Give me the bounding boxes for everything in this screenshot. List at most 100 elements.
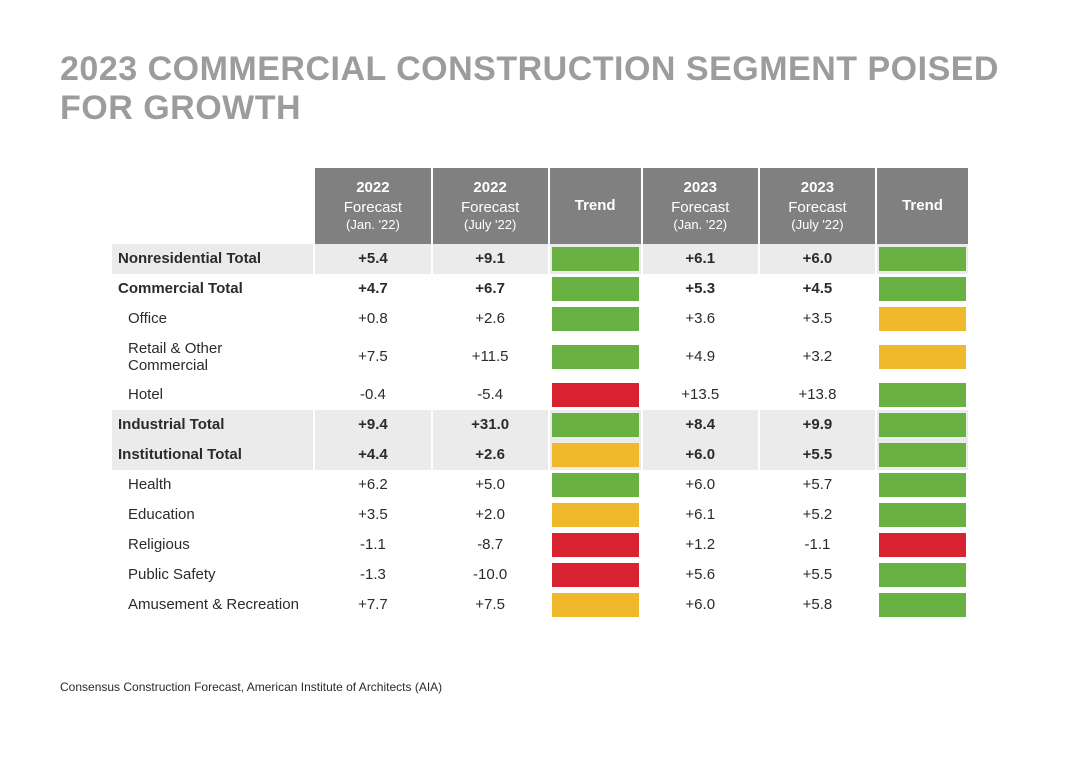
trend-cell [877, 470, 968, 500]
trend-cell [877, 244, 968, 274]
row-label: Health [112, 470, 313, 500]
value-cell: -1.3 [315, 560, 430, 590]
value-cell: +6.0 [760, 244, 875, 274]
trend-cell [550, 500, 641, 530]
trend-swatch-green [552, 473, 639, 497]
trend-cell [550, 380, 641, 410]
trend-cell [550, 334, 641, 380]
value-cell: +5.7 [760, 470, 875, 500]
table-row: Retail & Other Commercial+7.5+11.5+4.9+3… [112, 334, 968, 380]
table-row: Public Safety-1.3-10.0 +5.6+5.5 [112, 560, 968, 590]
table-row: Commercial Total+4.7+6.7+5.3+4.5 [112, 274, 968, 304]
trend-cell [877, 334, 968, 380]
trend-swatch-green [552, 247, 639, 271]
trend-swatch-green [879, 413, 966, 437]
value-cell: +31.0 [433, 410, 548, 440]
value-cell: +1.2 [643, 530, 758, 560]
trend-cell [877, 440, 968, 470]
value-cell: +6.0 [643, 440, 758, 470]
trend-swatch-green [879, 443, 966, 467]
trend-cell [877, 590, 968, 620]
source-line: Consensus Construction Forecast, America… [60, 680, 1020, 694]
col-forecast: 2022Forecast(July '22) [433, 168, 548, 244]
row-label: Nonresidential Total [112, 244, 313, 274]
col-forecast: 2023Forecast(July '22) [760, 168, 875, 244]
value-cell: +9.4 [315, 410, 430, 440]
value-cell: +3.5 [315, 500, 430, 530]
trend-swatch-green [552, 345, 639, 369]
trend-swatch-green [879, 563, 966, 587]
table-row: Institutional Total+4.4+2.6+6.0+5.5 [112, 440, 968, 470]
value-cell: +6.0 [643, 470, 758, 500]
trend-swatch-green [879, 383, 966, 407]
trend-swatch-green [879, 593, 966, 617]
value-cell: +5.2 [760, 500, 875, 530]
table-row: Education+3.5+2.0+6.1+5.2 [112, 500, 968, 530]
value-cell: +6.1 [643, 244, 758, 274]
row-label: Religious [112, 530, 313, 560]
value-cell: +4.4 [315, 440, 430, 470]
trend-swatch-green [879, 503, 966, 527]
value-cell: +9.9 [760, 410, 875, 440]
trend-cell [877, 560, 968, 590]
table-row: Nonresidential Total+5.4+9.1+6.1+6.0 [112, 244, 968, 274]
trend-swatch-green [879, 277, 966, 301]
trend-cell [877, 380, 968, 410]
row-label: Public Safety [112, 560, 313, 590]
value-cell: +5.0 [433, 470, 548, 500]
table-row: Hotel-0.4-5.4 +13.5+13.8 [112, 380, 968, 410]
table-body: Nonresidential Total+5.4+9.1+6.1+6.0Comm… [112, 244, 968, 620]
trend-cell [877, 500, 968, 530]
value-cell: -10.0 [433, 560, 548, 590]
value-cell: +5.5 [760, 560, 875, 590]
trend-cell [550, 560, 641, 590]
value-cell: +5.6 [643, 560, 758, 590]
trend-swatch-yellow [552, 503, 639, 527]
row-label: Industrial Total [112, 410, 313, 440]
trend-swatch-red [879, 533, 966, 557]
value-cell: +6.2 [315, 470, 430, 500]
table-row: Amusement & Recreation+7.7+7.5+6.0+5.8 [112, 590, 968, 620]
value-cell: +5.3 [643, 274, 758, 304]
trend-swatch-yellow [879, 307, 966, 331]
table-header: 2022Forecast(Jan. '22)2022Forecast(July … [112, 168, 968, 244]
row-label: Hotel [112, 380, 313, 410]
row-label: Amusement & Recreation [112, 590, 313, 620]
value-cell: +3.5 [760, 304, 875, 334]
value-cell: +2.6 [433, 440, 548, 470]
row-label: Office [112, 304, 313, 334]
trend-swatch-red [552, 533, 639, 557]
trend-cell [550, 244, 641, 274]
value-cell: +5.8 [760, 590, 875, 620]
value-cell: +5.4 [315, 244, 430, 274]
value-cell: +4.7 [315, 274, 430, 304]
trend-swatch-green [552, 307, 639, 331]
forecast-table: 2022Forecast(Jan. '22)2022Forecast(July … [110, 168, 970, 620]
row-label: Education [112, 500, 313, 530]
trend-swatch-green [552, 277, 639, 301]
value-cell: +11.5 [433, 334, 548, 380]
value-cell: +13.8 [760, 380, 875, 410]
value-cell: -0.4 [315, 380, 430, 410]
trend-cell [550, 470, 641, 500]
col-forecast: 2023Forecast(Jan. '22) [643, 168, 758, 244]
value-cell: +13.5 [643, 380, 758, 410]
value-cell: -8.7 [433, 530, 548, 560]
value-cell: +5.5 [760, 440, 875, 470]
page-title: 2023 COMMERCIAL CONSTRUCTION SEGMENT POI… [60, 50, 1020, 128]
trend-cell [550, 410, 641, 440]
trend-swatch-green [879, 473, 966, 497]
trend-swatch-yellow [552, 443, 639, 467]
trend-cell [877, 304, 968, 334]
value-cell: +7.5 [315, 334, 430, 380]
table-row: Industrial Total+9.4+31.0+8.4+9.9 [112, 410, 968, 440]
header-blank [112, 168, 313, 244]
trend-cell [550, 304, 641, 334]
value-cell: +2.0 [433, 500, 548, 530]
value-cell: +4.9 [643, 334, 758, 380]
value-cell: -5.4 [433, 380, 548, 410]
trend-swatch-green [879, 247, 966, 271]
trend-swatch-yellow [879, 345, 966, 369]
trend-cell [550, 530, 641, 560]
trend-swatch-yellow [552, 593, 639, 617]
